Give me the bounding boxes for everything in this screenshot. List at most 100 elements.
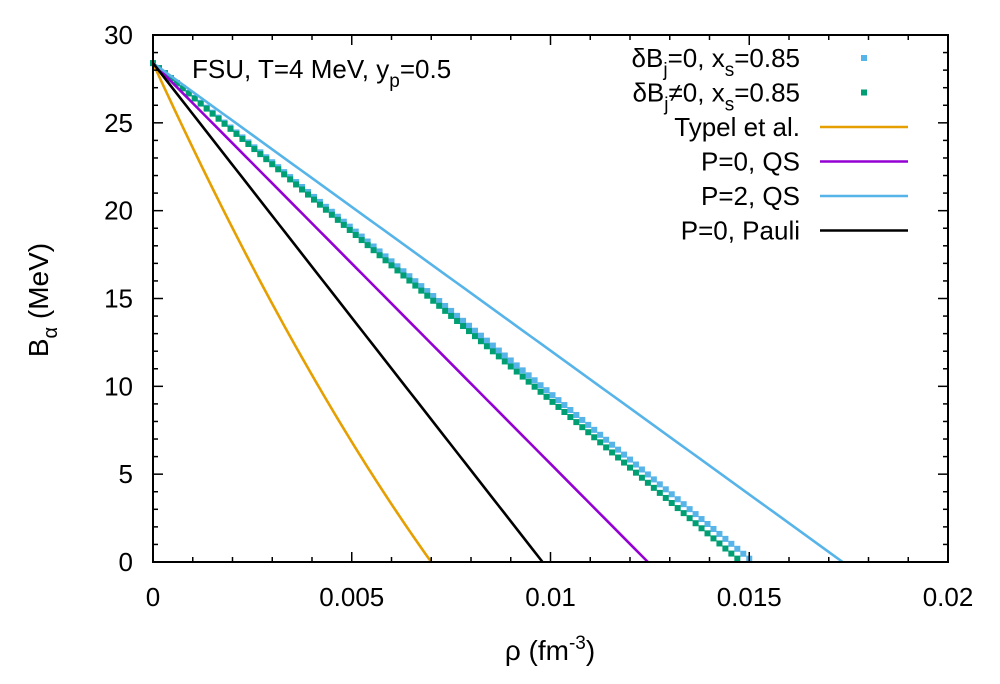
data-point	[704, 530, 711, 537]
data-point	[436, 297, 443, 304]
data-point	[400, 272, 407, 279]
data-point	[454, 317, 461, 324]
x-axis-title: ρ (fm-3)	[505, 633, 595, 666]
data-point	[299, 186, 306, 193]
data-point	[609, 449, 616, 456]
legend-label: P=0, Pauli	[681, 216, 800, 246]
data-point	[543, 393, 550, 400]
data-point	[692, 511, 699, 518]
data-point	[549, 398, 556, 405]
data-point	[710, 535, 717, 542]
data-point	[644, 471, 651, 478]
data-point	[382, 257, 389, 264]
data-point	[442, 302, 449, 309]
data-point	[412, 278, 419, 285]
data-point	[627, 456, 633, 463]
data-point	[561, 402, 568, 409]
data-point	[197, 100, 204, 107]
legend-label: Typel et al.	[674, 112, 800, 142]
data-point	[734, 545, 741, 552]
data-point	[340, 221, 347, 228]
data-point	[287, 176, 294, 183]
data-point	[597, 431, 604, 438]
data-point	[376, 252, 383, 259]
data-point	[555, 403, 562, 410]
series-line-3	[151, 62, 433, 563]
data-point	[221, 120, 228, 127]
legend-label: δBj≠0, xs=0.85	[632, 78, 800, 116]
data-point	[406, 277, 413, 284]
data-point	[191, 95, 198, 102]
data-point	[728, 540, 735, 547]
data-point	[448, 312, 455, 319]
data-point	[322, 206, 329, 213]
data-point	[233, 130, 240, 137]
data-point	[662, 486, 669, 493]
data-point	[215, 115, 222, 122]
data-point	[442, 307, 449, 314]
data-point	[167, 75, 174, 82]
data-point	[615, 446, 622, 453]
x-tick-label: 0.015	[717, 582, 782, 612]
data-point	[591, 434, 598, 441]
data-point	[263, 156, 270, 163]
y-tick-label: 20	[104, 196, 133, 226]
data-point	[281, 171, 288, 178]
x-tick-label: 0.005	[319, 582, 384, 612]
data-point	[293, 181, 300, 188]
data-point	[251, 146, 258, 153]
data-point	[466, 322, 473, 329]
chart-annotation: FSU, T=4 MeV, yp=0.5	[192, 54, 451, 92]
data-point	[275, 166, 282, 173]
data-point	[328, 211, 335, 218]
data-point	[686, 506, 693, 513]
y-tick-label: 10	[104, 371, 133, 401]
data-point	[346, 226, 353, 233]
plot-frame	[152, 34, 949, 563]
data-point	[585, 421, 592, 428]
data-point	[418, 287, 425, 294]
data-point	[489, 342, 496, 349]
data-point	[173, 80, 180, 87]
data-point	[501, 358, 508, 365]
data-point	[209, 110, 216, 117]
data-point	[650, 484, 657, 491]
data-point	[364, 242, 371, 249]
data-point	[460, 317, 467, 324]
data-point	[185, 90, 192, 97]
legend-label: δBj=0, xs=0.85	[632, 43, 800, 81]
y-tick-label: 25	[104, 108, 133, 138]
legend-label: P=2, QS	[701, 181, 800, 211]
data-point	[537, 388, 544, 395]
data-point	[591, 426, 598, 433]
data-point	[269, 161, 276, 168]
x-tick-label: 0.02	[923, 582, 974, 612]
data-point	[358, 233, 365, 240]
data-point	[615, 454, 622, 461]
data-point	[513, 362, 520, 369]
data-point	[245, 141, 252, 148]
data-point	[507, 363, 514, 370]
data-point	[561, 408, 568, 415]
data-point	[382, 253, 389, 260]
data-point	[668, 500, 675, 507]
data-point	[632, 469, 639, 476]
data-point	[680, 510, 687, 517]
data-point	[489, 348, 496, 355]
data-point	[662, 494, 669, 501]
y-axis-title: Bα (MeV)	[23, 243, 62, 357]
data-point	[310, 196, 317, 203]
data-point	[609, 441, 616, 448]
data-point	[340, 218, 347, 225]
data-point	[627, 464, 633, 471]
data-point	[621, 459, 628, 466]
data-point	[179, 85, 186, 92]
data-point	[406, 273, 413, 280]
data-point	[364, 238, 371, 245]
y-tick-label: 15	[104, 284, 133, 314]
data-point	[352, 228, 359, 235]
data-point	[334, 213, 341, 220]
